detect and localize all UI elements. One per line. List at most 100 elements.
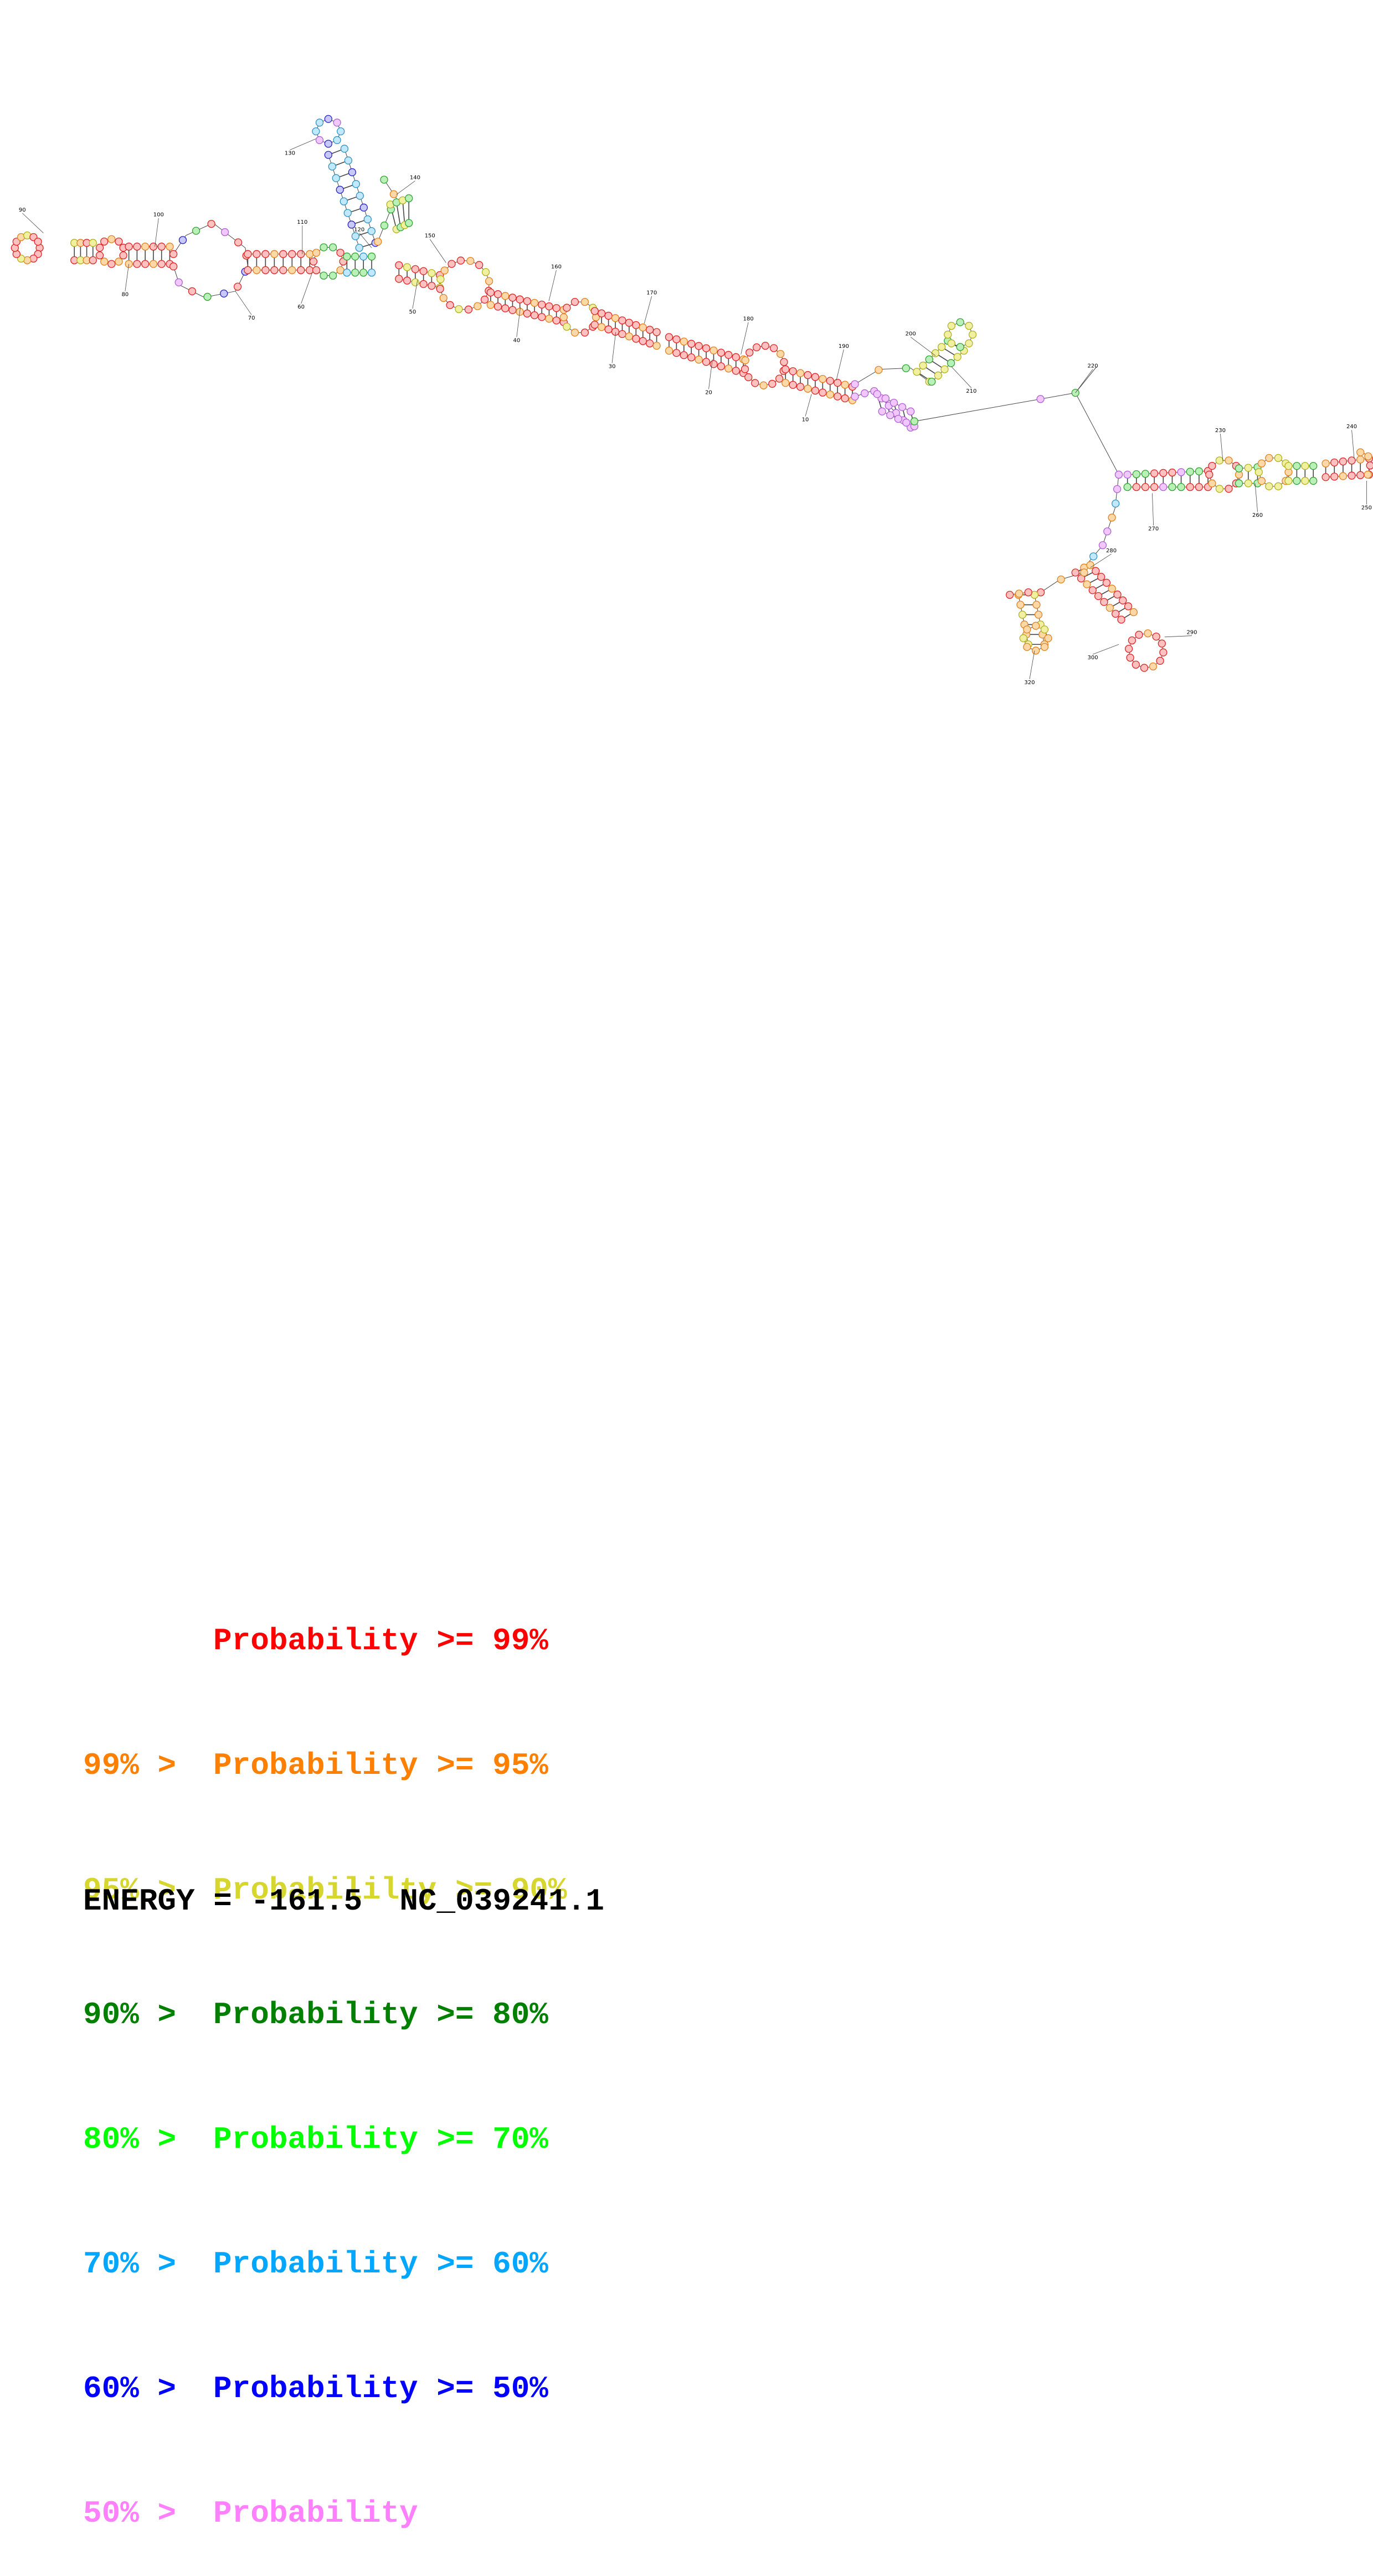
- position-label: 270: [1148, 526, 1159, 532]
- legend-row: 90% > Probability >= 80%: [83, 1994, 567, 2036]
- nucleotide: [446, 301, 454, 309]
- nucleotide: [315, 136, 324, 145]
- nucleotide: [344, 156, 353, 165]
- nucleotide: [125, 243, 133, 251]
- sequence-id: NC_039241.1: [399, 1884, 604, 1919]
- nucleotide: [309, 257, 318, 266]
- nucleotide: [841, 394, 849, 403]
- nucleotide: [804, 371, 812, 379]
- nucleotide: [166, 243, 174, 251]
- nucleotide: [1339, 457, 1348, 466]
- nucleotide: [501, 292, 510, 300]
- bond-line: [516, 307, 521, 337]
- nucleotide: [1321, 473, 1330, 481]
- bond-line: [301, 273, 313, 304]
- nucleotide: [530, 299, 539, 307]
- nucleotide: [538, 300, 546, 309]
- nucleotide: [481, 268, 490, 276]
- legend-label: Probability >= 95%: [213, 1748, 548, 1783]
- nucleotide: [1083, 580, 1091, 588]
- nucleotide: [411, 278, 419, 286]
- nucleotide: [761, 342, 769, 350]
- bond-line: [125, 264, 130, 291]
- nucleotide: [632, 335, 640, 343]
- nucleotide: [297, 266, 305, 274]
- position-label: 100: [153, 212, 164, 218]
- bond-line: [951, 366, 972, 388]
- nucleotide: [157, 260, 166, 268]
- nucleotide: [1071, 568, 1079, 577]
- nucleotide: [709, 346, 718, 355]
- nucleotide: [672, 348, 681, 357]
- nucleotide: [343, 268, 351, 277]
- nucleotide: [1195, 467, 1204, 475]
- nucleotide: [826, 377, 834, 385]
- legend-row: 95% > Probabililty >= 90%: [83, 1870, 567, 1911]
- nucleotide: [1080, 568, 1088, 577]
- nucleotide: [1097, 573, 1105, 581]
- nucleotide: [1159, 483, 1168, 491]
- nucleotide: [956, 318, 964, 326]
- nucleotide: [405, 219, 413, 227]
- nucleotide: [439, 294, 448, 302]
- position-label: 220: [1087, 363, 1098, 370]
- nucleotide: [563, 304, 571, 312]
- nucleotide: [279, 250, 287, 258]
- nucleotide: [324, 115, 332, 123]
- nucleotide: [819, 374, 827, 383]
- nucleotide: [1088, 586, 1097, 594]
- bond-line: [290, 138, 316, 151]
- nucleotide: [665, 346, 673, 355]
- nucleotide: [244, 266, 252, 274]
- nucleotide: [768, 379, 777, 388]
- position-label: 280: [1106, 548, 1117, 554]
- nucleotide: [968, 330, 977, 339]
- nucleotide: [632, 321, 640, 329]
- bond-line: [235, 291, 252, 315]
- nucleotide: [374, 238, 382, 246]
- rna-structure-diagram: 10 20 30 40 50 60 70 80 90 100 110 120 130 140 150 160 1…: [11, 115, 1373, 686]
- nucleotide: [925, 355, 933, 363]
- nucleotide: [598, 323, 606, 331]
- nucleotide: [340, 145, 349, 153]
- legend-prefix: 90% >: [83, 1997, 195, 2033]
- nucleotide: [455, 305, 463, 314]
- nucleotide: [355, 244, 363, 252]
- nucleotide: [149, 243, 158, 251]
- nucleotide: [343, 252, 351, 261]
- legend-row: 70% > Probability >= 60%: [83, 2244, 567, 2285]
- nucleotide: [1140, 664, 1149, 672]
- nucleotide: [351, 252, 359, 261]
- nucleotide: [133, 260, 141, 268]
- nucleotide: [1108, 514, 1116, 522]
- nucleotide: [359, 252, 368, 261]
- position-label: 190: [839, 343, 849, 350]
- nucleotide: [1114, 470, 1123, 479]
- nucleotide: [851, 392, 859, 401]
- bond-line: [741, 322, 749, 355]
- nucleotide: [516, 295, 524, 304]
- nucleotide: [1111, 609, 1120, 618]
- nucleotide: [646, 339, 654, 348]
- nucleotide: [732, 367, 740, 375]
- nucleotide: [1208, 479, 1216, 488]
- nucleotide: [419, 280, 428, 288]
- legend-prefix: 70% >: [83, 2246, 195, 2282]
- nucleotide: [1135, 630, 1143, 639]
- nucleotide: [389, 190, 398, 198]
- nucleotide: [523, 309, 531, 318]
- nucleotide: [1086, 561, 1094, 569]
- nucleotide: [501, 304, 510, 312]
- nucleotide: [580, 297, 589, 306]
- nucleotide: [1356, 455, 1365, 464]
- nucleotide: [937, 343, 946, 351]
- nucleotide: [1112, 499, 1120, 508]
- nucleotide: [563, 322, 571, 331]
- nucleotide: [886, 411, 894, 419]
- nucleotide: [324, 140, 332, 148]
- energy-footer: ENERGY = -161.5 NC_039241.1: [83, 1884, 604, 1919]
- nucleotide: [428, 269, 436, 278]
- nucleotide: [333, 119, 341, 127]
- bond-line: [1127, 470, 1209, 475]
- nucleotide: [347, 220, 356, 229]
